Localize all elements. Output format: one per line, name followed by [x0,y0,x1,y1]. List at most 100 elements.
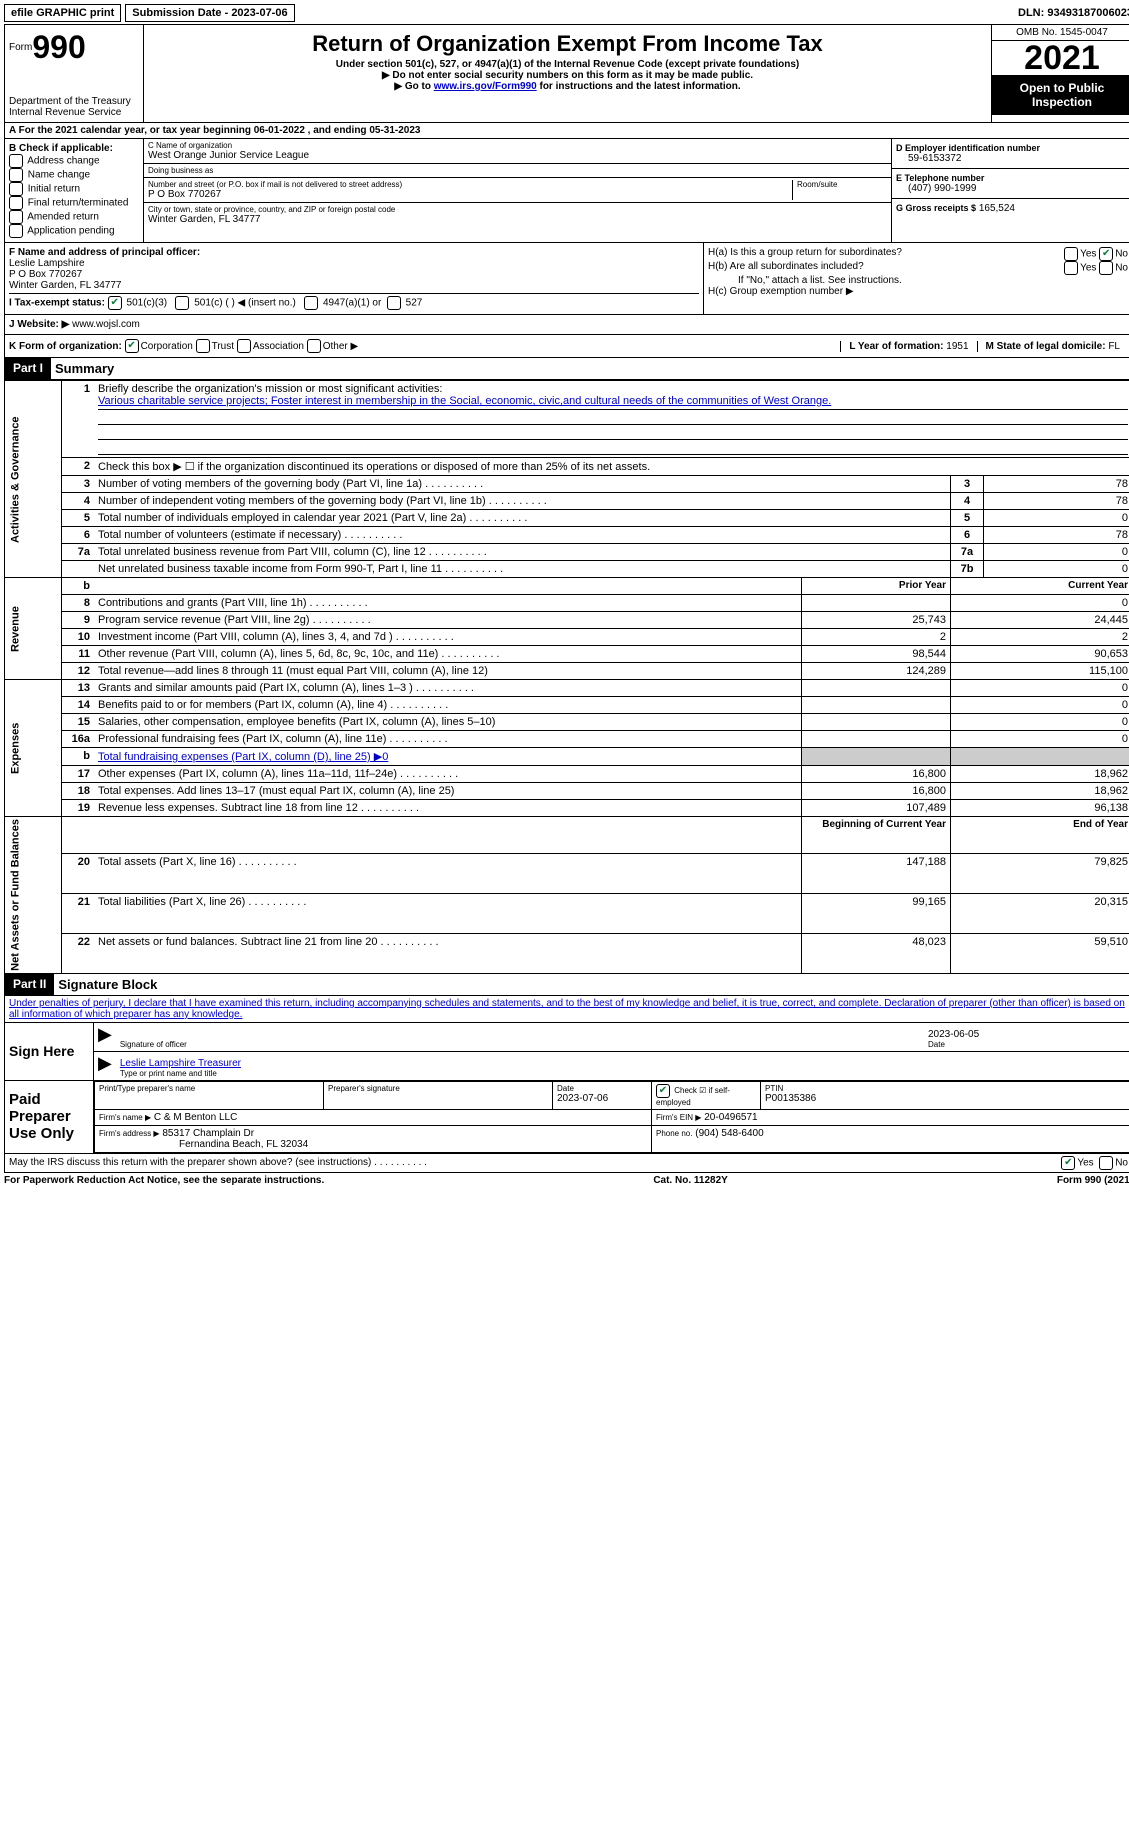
check-name-change[interactable] [9,168,23,182]
org-name-label: C Name of organization [148,141,887,150]
hb-yes[interactable] [1064,261,1078,275]
side-revenue: Revenue [5,578,62,680]
check-4947[interactable] [304,296,318,310]
arrow-icon: ▶ [98,1054,112,1078]
check-trust[interactable] [196,339,210,353]
part2-header: Part II [5,974,54,995]
website-label: J Website: ▶ [9,319,69,330]
check-corporation[interactable] [125,339,139,353]
dba-label: Doing business as [148,166,887,175]
check-application-pending[interactable] [9,224,23,238]
officer-addr2: Winter Garden, FL 34777 [9,280,699,291]
ha-yes[interactable] [1064,247,1078,261]
hb-note: If "No," attach a list. See instructions… [708,275,1128,286]
year-formation: 1951 [946,341,968,352]
hb-no[interactable] [1099,261,1113,275]
val-7a: 0 [984,544,1129,561]
city-value: Winter Garden, FL 34777 [148,214,887,225]
hb-label: H(b) Are all subordinates included? [708,261,864,272]
form990-link[interactable]: www.irs.gov/Form990 [434,81,537,92]
check-address-change[interactable] [9,154,23,168]
firm-phone: (904) 548-6400 [695,1128,763,1139]
top-bar: efile GRAPHIC print Submission Date - 20… [4,4,1129,22]
block-fgh: F Name and address of principal officer:… [4,243,1129,315]
room-label: Room/suite [797,180,887,189]
col-beginning-year: Beginning of Current Year [802,817,951,854]
open-public: Open to Public Inspection [992,75,1129,115]
firm-addr1: 85317 Champlain Dr [162,1128,254,1139]
check-final-return[interactable] [9,196,23,210]
col-b-header: B Check if applicable: [9,143,139,154]
mission-text: Various charitable service projects; Fos… [98,395,1128,410]
arrow-icon: ▶ [98,1025,112,1049]
telephone-label: E Telephone number [896,173,1128,183]
sig-officer-label: Signature of officer [120,1040,920,1049]
discuss-label: May the IRS discuss this return with the… [9,1157,427,1168]
sig-date: 2023-06-05 [928,1029,1128,1040]
dept-label: Department of the Treasury [9,96,139,107]
col-prior-year: Prior Year [802,578,951,595]
subtitle-2: ▶ Do not enter social security numbers o… [148,70,987,81]
efile-label: efile GRAPHIC print [4,4,121,22]
check-association[interactable] [237,339,251,353]
part2-bar: Part II Signature Block [4,974,1129,996]
block-bcd: B Check if applicable: Address change Na… [4,139,1129,243]
subtitle-1: Under section 501(c), 527, or 4947(a)(1)… [148,59,987,70]
val-3: 78 [984,476,1129,493]
val-5: 0 [984,510,1129,527]
officer-label: F Name and address of principal officer: [9,247,699,258]
line1-label: Briefly describe the organization's miss… [98,383,1128,395]
officer-name: Leslie Lampshire [9,258,699,269]
hc-label: H(c) Group exemption number ▶ [708,286,1128,297]
check-501c3[interactable] [108,296,122,310]
subtitle-3-pre: ▶ Go to [394,81,433,92]
gross-receipts-label: G Gross receipts $ [896,203,976,213]
part2-title: Signature Block [54,974,161,995]
col-end-year: End of Year [951,817,1129,854]
row-a-tax-year: A For the 2021 calendar year, or tax yea… [4,123,1129,139]
val-6: 78 [984,527,1129,544]
ein-label: D Employer identification number [896,143,1128,153]
discuss-yes[interactable] [1061,1156,1075,1170]
preparer-table: Print/Type preparer's name Preparer's si… [94,1081,1129,1153]
org-name: West Orange Junior Service League [148,150,887,161]
check-501c[interactable] [175,296,189,310]
gross-receipts-value: 165,524 [979,203,1015,214]
tax-exempt-label: I Tax-exempt status: [9,298,105,309]
telephone-value: (407) 990-1999 [896,183,1128,194]
check-initial-return[interactable] [9,182,23,196]
summary-table: Activities & Governance 1 Briefly descri… [4,380,1129,974]
check-527[interactable] [387,296,401,310]
ha-no[interactable] [1099,247,1113,261]
form-word: Form [9,42,32,53]
form-org-label: K Form of organization: [9,341,122,352]
part1-title: Summary [51,358,118,379]
part1-bar: Part I Summary [4,358,1129,380]
side-activities: Activities & Governance [5,381,62,578]
dln-label: DLN: 93493187006023 [1018,7,1129,19]
firm-addr2: Fernandina Beach, FL 32034 [99,1139,647,1150]
submission-date: Submission Date - 2023-07-06 [125,4,294,22]
declaration-text: Under penalties of perjury, I declare th… [5,996,1129,1022]
subtitle-3-post: for instructions and the latest informat… [537,81,741,92]
paid-preparer-label: Paid Preparer Use Only [5,1081,93,1153]
firm-name: C & M Benton LLC [154,1112,237,1123]
ptin-value: P00135386 [765,1093,1127,1104]
form-number: 990 [32,29,85,65]
officer-addr1: P O Box 770267 [9,269,699,280]
irs-label: Internal Revenue Service [9,107,139,118]
website-value: www.wojsl.com [72,319,140,330]
check-amended-return[interactable] [9,210,23,224]
pra-notice: For Paperwork Reduction Act Notice, see … [4,1175,324,1186]
row-k-organization: K Form of organization: Corporation Trus… [4,335,1129,358]
form-footer: Form 990 (2021) [1057,1175,1129,1186]
discuss-row: May the IRS discuss this return with the… [4,1154,1129,1173]
check-other[interactable] [307,339,321,353]
sign-here-label: Sign Here [5,1023,93,1080]
check-self-employed[interactable] [656,1084,670,1098]
bottom-line: For Paperwork Reduction Act Notice, see … [4,1173,1129,1188]
address-value: P O Box 770267 [148,189,792,200]
city-label: City or town, state or province, country… [148,205,887,214]
col-current-year: Current Year [951,578,1129,595]
discuss-no[interactable] [1099,1156,1113,1170]
